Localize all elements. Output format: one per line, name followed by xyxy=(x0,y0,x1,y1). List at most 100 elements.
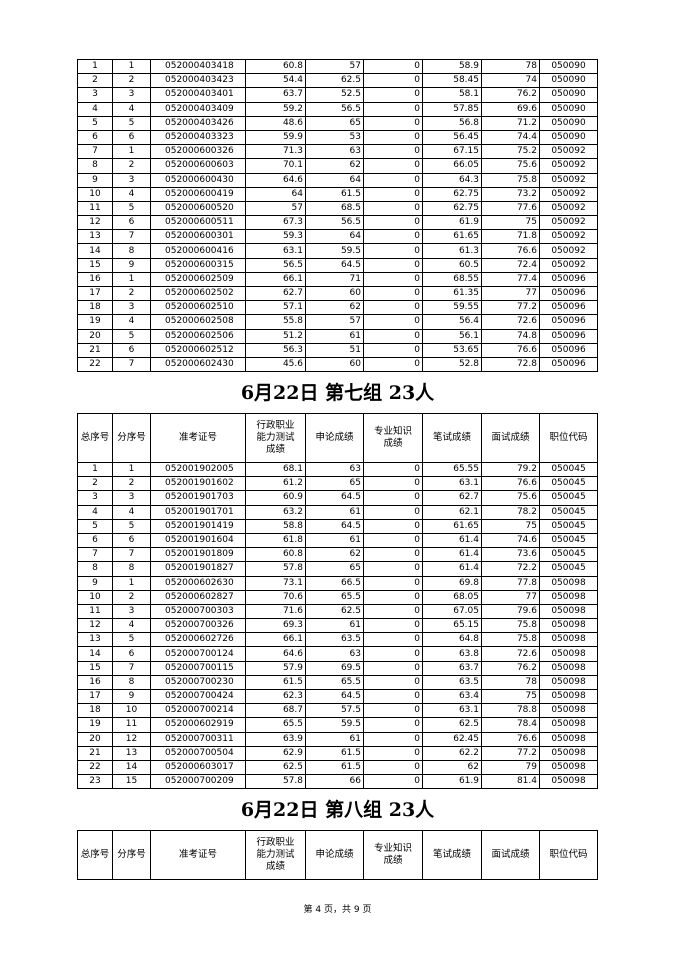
group-no-cell: 8 xyxy=(112,243,151,259)
header-essay-score: 申论成绩 xyxy=(305,413,364,463)
exam-id-cell: 052001901701 xyxy=(150,504,246,520)
position-code-cell: 050098 xyxy=(539,759,598,776)
group-no-cell: 10 xyxy=(112,703,151,719)
position-code-cell: 050045 xyxy=(539,490,598,506)
admin-score-cell: 56.5 xyxy=(245,257,306,273)
exam-id-cell: 052000700504 xyxy=(150,745,246,761)
prof-score-cell: 0 xyxy=(363,356,423,373)
prof-score-cell: 0 xyxy=(363,144,423,160)
group-no-cell: 5 xyxy=(112,200,151,217)
group-no-cell: 9 xyxy=(112,688,151,705)
interview-score-cell: 72.8 xyxy=(481,356,540,373)
position-code-cell: 050092 xyxy=(539,200,598,217)
interview-score-cell: 77 xyxy=(481,589,540,605)
group-no-cell: 2 xyxy=(112,285,151,302)
position-code-cell: 050090 xyxy=(539,87,598,103)
admin-score-cell: 62.9 xyxy=(245,745,306,761)
essay-score-cell: 61 xyxy=(305,504,364,520)
position-code-cell: 050098 xyxy=(539,745,598,761)
admin-score-cell: 60.9 xyxy=(245,490,306,506)
admin-score-cell: 58.8 xyxy=(245,518,306,534)
table-row: 4 4 052001901701 63.2 61 0 62.1 78.2 050045 xyxy=(77,504,598,520)
prof-score-cell: 0 xyxy=(363,731,423,747)
essay-score-cell: 52.5 xyxy=(305,87,364,103)
position-code-cell: 050045 xyxy=(539,461,598,478)
position-code-cell: 050096 xyxy=(539,356,598,373)
group-no-cell: 1 xyxy=(112,271,151,288)
written-score-cell: 68.55 xyxy=(422,271,482,288)
table-row: 3 3 052001901703 60.9 64.5 0 62.7 75.6 050045 xyxy=(77,490,598,506)
admin-score-cell: 63.1 xyxy=(245,243,306,259)
exam-id-cell: 052000700209 xyxy=(150,774,246,790)
table-row: 2 2 052000403423 54.4 62.5 0 58.45 74 050090 xyxy=(77,73,598,89)
table-row: 5 5 052001901419 58.8 64.5 0 61.65 75 050045 xyxy=(77,518,598,534)
essay-score-cell: 56.5 xyxy=(305,101,364,117)
interview-score-cell: 81.4 xyxy=(481,774,540,790)
table-row: 10 2 052000602827 70.6 65.5 0 68.05 77 050098 xyxy=(77,589,598,605)
interview-score-cell: 78.4 xyxy=(481,717,540,733)
position-code-cell: 050045 xyxy=(539,547,598,563)
header-total-no: 总序号 xyxy=(77,413,113,463)
admin-score-cell: 57.9 xyxy=(245,660,306,676)
position-code-cell: 050098 xyxy=(539,688,598,705)
position-code-cell: 050098 xyxy=(539,674,598,691)
essay-score-cell: 51 xyxy=(305,342,364,358)
admin-score-cell: 57.8 xyxy=(245,774,306,790)
header-position-code: 职位代码 xyxy=(539,830,598,880)
group-no-cell: 6 xyxy=(112,129,151,146)
position-code-cell: 050090 xyxy=(539,73,598,89)
prof-score-cell: 0 xyxy=(363,674,423,691)
admin-score-cell: 67.3 xyxy=(245,215,306,231)
written-score-cell: 63.5 xyxy=(422,674,482,691)
admin-score-cell: 57 xyxy=(245,200,306,217)
interview-score-cell: 75 xyxy=(481,518,540,534)
prof-score-cell: 0 xyxy=(363,575,423,591)
total-no-cell: 5 xyxy=(77,115,113,131)
total-no-cell: 16 xyxy=(77,674,113,691)
exam-id-cell: 052000600416 xyxy=(150,243,246,259)
essay-score-cell: 65 xyxy=(305,476,364,492)
essay-score-cell: 53 xyxy=(305,129,364,146)
position-code-cell: 050092 xyxy=(539,172,598,188)
prof-score-cell: 0 xyxy=(363,285,423,302)
interview-score-cell: 77.2 xyxy=(481,745,540,761)
group-no-cell: 14 xyxy=(112,759,151,776)
total-no-cell: 5 xyxy=(77,518,113,534)
interview-score-cell: 77 xyxy=(481,285,540,302)
table-row: 5 5 052000403426 48.6 65 0 56.8 71.2 050090 xyxy=(77,115,598,131)
prof-score-cell: 0 xyxy=(363,58,423,75)
prof-score-cell: 0 xyxy=(363,660,423,676)
written-score-cell: 63.1 xyxy=(422,703,482,719)
table-row: 11 5 052000600520 57 68.5 0 62.75 77.6 050092 xyxy=(77,200,598,217)
interview-score-cell: 76.6 xyxy=(481,243,540,259)
total-no-cell: 19 xyxy=(77,314,113,330)
prof-score-cell: 0 xyxy=(363,314,423,330)
admin-score-cell: 56.3 xyxy=(245,342,306,358)
interview-score-cell: 72.6 xyxy=(481,314,540,330)
position-code-cell: 050098 xyxy=(539,575,598,591)
total-no-cell: 7 xyxy=(77,144,113,160)
written-score-cell: 66.05 xyxy=(422,158,482,174)
exam-id-cell: 052000600419 xyxy=(150,186,246,202)
total-no-cell: 6 xyxy=(77,532,113,549)
header-row: 总序号 分序号 准考证号 行政职业能力测试成绩 申论成绩 专业知识成绩 笔试成绩 面试成绩 职位… xyxy=(77,413,598,463)
group-no-cell: 5 xyxy=(112,518,151,534)
total-no-cell: 2 xyxy=(77,476,113,492)
exam-id-cell: 052000700326 xyxy=(150,618,246,634)
written-score-cell: 65.15 xyxy=(422,618,482,634)
interview-score-cell: 75.8 xyxy=(481,632,540,648)
written-score-cell: 67.05 xyxy=(422,603,482,620)
total-no-cell: 9 xyxy=(77,575,113,591)
essay-score-cell: 63 xyxy=(305,144,364,160)
table-row: 6 6 052001901604 61.8 61 0 61.4 74.6 050045 xyxy=(77,532,598,549)
group-no-cell: 3 xyxy=(112,172,151,188)
admin-score-cell: 48.6 xyxy=(245,115,306,131)
exam-id-cell: 052000602430 xyxy=(150,356,246,373)
interview-score-cell: 71.8 xyxy=(481,229,540,245)
exam-id-cell: 052000602512 xyxy=(150,342,246,358)
table-row: 7 7 052001901809 60.8 62 0 61.4 73.6 050045 xyxy=(77,547,598,563)
essay-score-cell: 64 xyxy=(305,172,364,188)
written-score-cell: 61.4 xyxy=(422,532,482,549)
total-no-cell: 14 xyxy=(77,646,113,662)
group-no-cell: 5 xyxy=(112,328,151,344)
